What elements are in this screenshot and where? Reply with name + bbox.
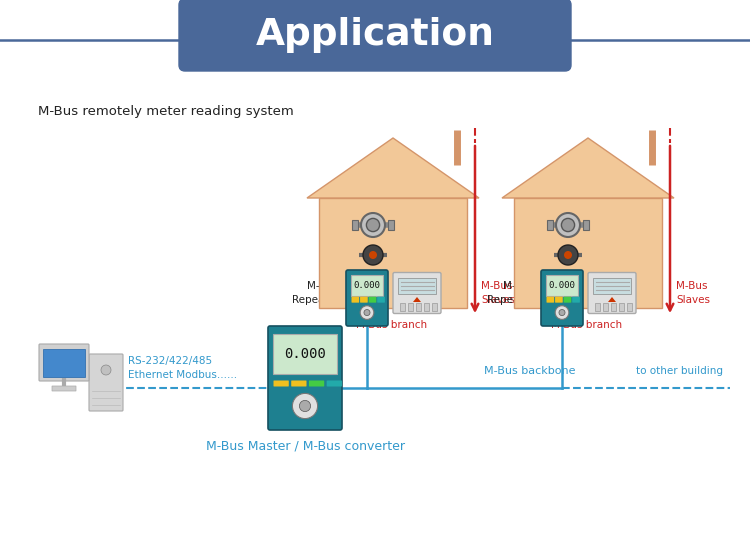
Text: to other building: to other building — [637, 366, 724, 376]
FancyBboxPatch shape — [39, 344, 89, 381]
Circle shape — [559, 310, 565, 316]
FancyBboxPatch shape — [628, 303, 632, 311]
FancyBboxPatch shape — [291, 381, 307, 386]
Circle shape — [363, 245, 383, 265]
Polygon shape — [502, 138, 674, 198]
FancyBboxPatch shape — [309, 381, 324, 386]
Text: 0.000: 0.000 — [353, 281, 380, 290]
FancyBboxPatch shape — [369, 297, 376, 303]
FancyBboxPatch shape — [346, 270, 388, 326]
Text: M-Bus
Repeater: M-Bus Repeater — [292, 281, 339, 304]
FancyBboxPatch shape — [514, 198, 662, 308]
Text: 0.000: 0.000 — [284, 347, 326, 361]
Polygon shape — [307, 138, 479, 198]
FancyBboxPatch shape — [595, 303, 599, 311]
FancyBboxPatch shape — [547, 297, 554, 303]
FancyBboxPatch shape — [400, 303, 404, 311]
FancyBboxPatch shape — [572, 297, 580, 303]
FancyBboxPatch shape — [424, 303, 429, 311]
FancyBboxPatch shape — [319, 198, 467, 308]
Text: M-Bus Master / M-Bus converter: M-Bus Master / M-Bus converter — [206, 440, 404, 453]
FancyBboxPatch shape — [547, 220, 553, 230]
Text: RS-232/422/485
Ethernet Modbus......: RS-232/422/485 Ethernet Modbus...... — [128, 356, 237, 380]
FancyBboxPatch shape — [352, 297, 359, 303]
FancyBboxPatch shape — [351, 274, 383, 296]
Circle shape — [360, 306, 374, 319]
FancyBboxPatch shape — [555, 297, 562, 303]
FancyBboxPatch shape — [603, 303, 608, 311]
FancyBboxPatch shape — [546, 274, 578, 296]
FancyBboxPatch shape — [433, 303, 437, 311]
Text: M-Bus
Slaves: M-Bus Slaves — [481, 281, 515, 304]
Polygon shape — [608, 297, 616, 302]
Polygon shape — [413, 297, 421, 302]
Circle shape — [562, 219, 574, 232]
FancyBboxPatch shape — [43, 349, 85, 377]
FancyBboxPatch shape — [611, 303, 616, 311]
FancyBboxPatch shape — [583, 220, 589, 230]
Circle shape — [101, 365, 111, 375]
Circle shape — [364, 310, 370, 316]
FancyBboxPatch shape — [360, 297, 368, 303]
FancyBboxPatch shape — [388, 220, 394, 230]
Text: M-Bus branch: M-Bus branch — [356, 320, 428, 330]
Text: Application: Application — [256, 17, 494, 53]
Text: 0.000: 0.000 — [548, 281, 575, 290]
Text: M-Bus remotely meter reading system: M-Bus remotely meter reading system — [38, 104, 294, 117]
Circle shape — [564, 251, 572, 259]
FancyBboxPatch shape — [416, 303, 421, 311]
FancyBboxPatch shape — [52, 386, 76, 391]
Circle shape — [558, 245, 578, 265]
Circle shape — [367, 219, 380, 232]
Text: M-Bus
Repeater: M-Bus Repeater — [487, 281, 534, 304]
Circle shape — [299, 400, 310, 411]
FancyBboxPatch shape — [352, 220, 358, 230]
FancyBboxPatch shape — [588, 272, 636, 313]
Text: M-Bus
Slaves: M-Bus Slaves — [676, 281, 710, 304]
FancyBboxPatch shape — [274, 381, 289, 386]
FancyBboxPatch shape — [179, 0, 571, 71]
Circle shape — [292, 393, 317, 418]
FancyBboxPatch shape — [541, 270, 583, 326]
FancyBboxPatch shape — [393, 272, 441, 313]
FancyBboxPatch shape — [273, 334, 337, 374]
Text: M-Bus backbone: M-Bus backbone — [484, 366, 576, 376]
FancyBboxPatch shape — [398, 278, 436, 294]
FancyBboxPatch shape — [564, 297, 572, 303]
Circle shape — [556, 213, 580, 237]
FancyBboxPatch shape — [620, 303, 624, 311]
FancyBboxPatch shape — [593, 278, 631, 294]
Circle shape — [555, 306, 568, 319]
FancyBboxPatch shape — [268, 326, 342, 430]
Circle shape — [369, 251, 377, 259]
Circle shape — [361, 213, 385, 237]
Text: M-Bus branch: M-Bus branch — [551, 320, 622, 330]
FancyBboxPatch shape — [89, 354, 123, 411]
FancyBboxPatch shape — [327, 381, 342, 386]
FancyBboxPatch shape — [408, 303, 413, 311]
FancyBboxPatch shape — [377, 297, 385, 303]
